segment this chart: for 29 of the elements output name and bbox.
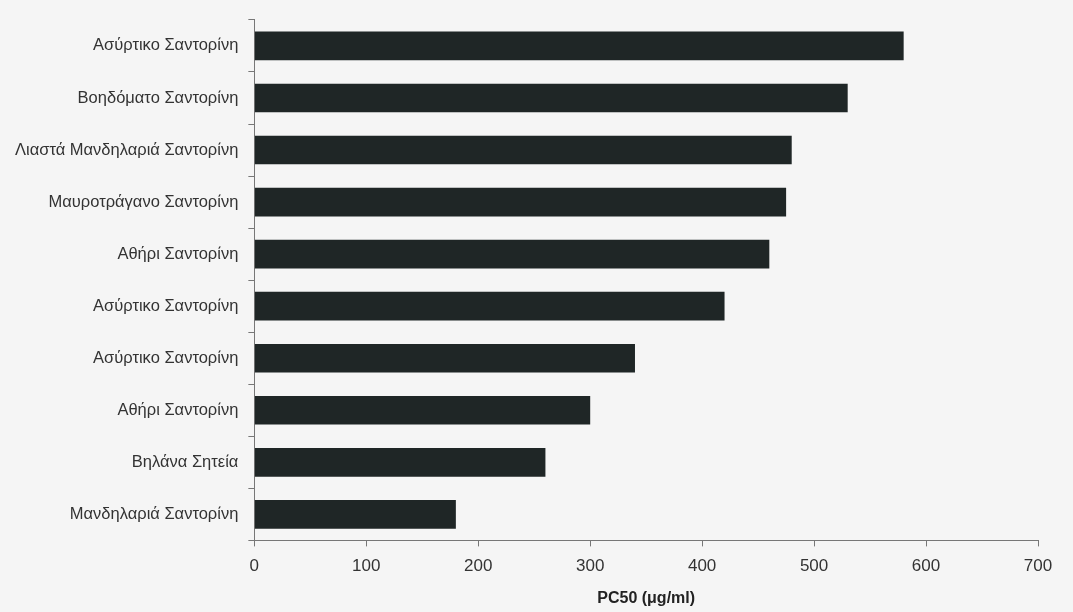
bar <box>254 395 591 425</box>
bar <box>254 343 635 373</box>
y-tick-label: Λιαστά Μανδηλαριά Σαντορίνη <box>14 139 239 158</box>
bar <box>254 31 904 61</box>
bar <box>254 135 792 165</box>
x-tick-label: 200 <box>464 556 493 576</box>
y-tick-label: Ασύρτικο Σαντορίνη <box>93 35 239 54</box>
y-tick-label: Μαυροτράγανο Σαντορίνη <box>48 191 239 210</box>
y-tick-label: Ασύρτικο Σαντορίνη <box>93 347 239 366</box>
bar <box>254 448 546 477</box>
y-tick-label: Ασύρτικο Σαντορίνη <box>93 295 239 314</box>
bar <box>254 291 725 321</box>
bar <box>254 187 787 217</box>
x-tick-label: 700 <box>1023 556 1053 576</box>
y-tick-label: Μανδηλαριά Σαντορίνη <box>69 503 239 522</box>
x-tick-label: 300 <box>576 556 605 576</box>
y-tick-label: Βηλάνα Σητεία <box>131 451 239 470</box>
x-tick-label: 600 <box>911 556 941 576</box>
x-axis-title: PC50 (μg/ml) <box>597 588 696 606</box>
bar <box>254 500 456 529</box>
y-tick-label: Αθήρι Σαντορίνη <box>117 399 239 418</box>
y-tick-label: Βοηδόματο Σαντορίνη <box>77 87 239 106</box>
x-tick-label: 500 <box>799 556 829 576</box>
x-tick-label: 400 <box>687 556 717 576</box>
x-tick-label: 0 <box>249 556 260 576</box>
bar <box>254 239 770 269</box>
y-tick-label: Αθήρι Σαντορίνη <box>117 243 239 262</box>
x-tick-label: 100 <box>352 556 381 576</box>
bar <box>254 83 848 113</box>
